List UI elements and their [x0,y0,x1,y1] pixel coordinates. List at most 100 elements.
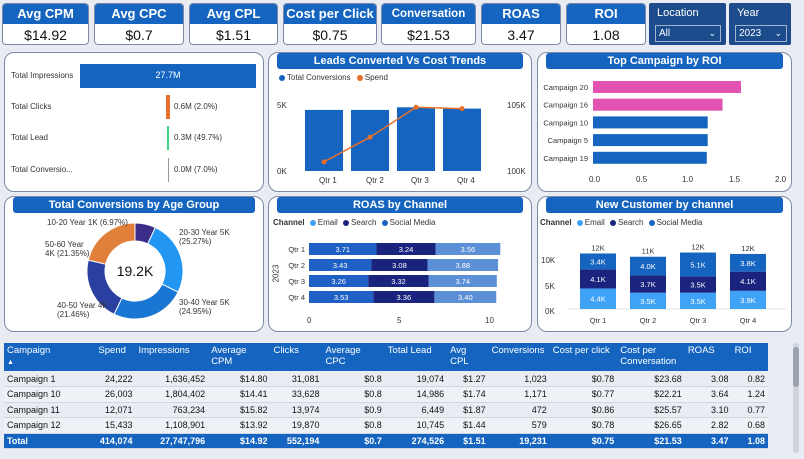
newcust-segment[interactable] [730,253,766,272]
legend-item: Total Conversions [287,73,351,82]
column-header[interactable]: ROI [731,343,768,371]
newcust-segment[interactable] [580,253,616,270]
spend-point[interactable] [367,134,373,140]
table-scrollbar[interactable] [793,343,799,453]
column-header[interactable]: ROAS [684,343,732,371]
roas-segment[interactable] [376,243,436,255]
segment-label: 3.8K [740,259,755,268]
newcust-segment[interactable] [680,292,716,309]
table-row[interactable]: Campaign 11 12,071 763,234 $15.82 13,974 $0.9… [4,402,768,418]
table-cell: 1,804,402 [135,386,209,403]
kpi-title: Conversation cost [382,4,475,40]
column-header[interactable]: Clicks [270,343,323,371]
segment-label: 4.1K [590,275,605,284]
roas-segment[interactable] [371,259,428,271]
table-row[interactable]: Campaign 12 15,433 1,108,901 $13.92 19,870 $0… [4,417,768,434]
column-header[interactable]: Impressions [135,343,209,371]
segment-label: 3.56 [461,245,476,254]
kpi-avg-cpl: Avg CPL $1.51 [189,3,278,45]
spend-point[interactable] [321,159,327,165]
column-header[interactable]: Campaign ▲ [4,343,96,371]
segment-label: 3.74 [455,277,470,286]
column-header[interactable]: Cost per Conversation [617,343,685,371]
location-dropdown[interactable]: All ⌄ [655,25,721,42]
legend-marker [356,74,363,81]
legend-marker [576,219,583,226]
donut-center-value: 19.2K [116,263,154,279]
funnel-bar-impressions[interactable] [80,64,256,88]
legend-item: Email [317,218,338,227]
table-cell: $0.77 [549,386,618,403]
year-dropdown[interactable]: 2023 ⌄ [735,25,787,42]
table-row[interactable]: Campaign 1 24,222 1,636,452 $14.80 31,081 $0.… [4,371,768,387]
roi-bar[interactable] [593,81,741,93]
newcust-segment[interactable] [630,256,666,276]
roas-segment[interactable] [368,275,429,287]
table-cell: 1,023 [488,371,550,387]
spend-point[interactable] [413,104,419,110]
donut-label: 40-50 Year 4K (21.46%) [57,301,108,319]
spend-point[interactable] [459,106,465,112]
segment-label: 3.24 [399,245,414,254]
table-cell: 0.77 [731,402,768,418]
newcust-segment[interactable] [680,276,716,293]
newcust-segment[interactable] [630,292,666,309]
donut-slice[interactable] [147,226,184,293]
donut-slice[interactable] [87,222,136,265]
category-label: Campaign 5 [548,136,588,145]
column-header[interactable]: Avg CPL [447,343,489,371]
bar-total-conversions[interactable] [443,108,481,171]
funnel-value-conversions: 0.0M (7.0%) [174,165,218,174]
bar-total-conversions[interactable] [397,107,435,171]
column-header[interactable]: Conversions [488,343,550,371]
funnel-bar-conversions[interactable] [168,158,169,182]
roas-segment[interactable] [309,243,377,255]
x-tick: 0.0 [589,175,601,184]
bar-total-conversions[interactable] [351,109,389,171]
roas-segment[interactable] [309,259,372,271]
legend-item: Email [584,218,605,227]
roi-bar[interactable] [593,98,723,111]
kpi-value: 1.08 [592,27,620,43]
segment-label: 3.08 [392,261,407,270]
column-header[interactable]: Average CPC [322,343,385,371]
total-label: 12K [741,244,754,253]
funnel-bar-clicks[interactable] [166,95,170,119]
column-header[interactable]: Spend [95,343,136,371]
roas-segment[interactable] [434,291,497,303]
newcust-segment[interactable] [580,269,616,289]
x-tick: Qtr 1 [319,176,337,185]
panel-title: Total Conversions by Age Group [13,197,255,213]
roas-segment[interactable] [427,259,499,271]
donut-slice[interactable] [113,283,179,320]
newcust-segment[interactable] [680,252,716,277]
scrollbar-thumb[interactable] [793,347,799,387]
roas-segment[interactable] [428,275,497,287]
funnel-value-lead: 0.3M (49.7%) [174,133,223,142]
table-cell: 24,222 [95,371,136,387]
table-row[interactable]: Campaign 10 26,003 1,804,402 $14.41 33,628 $0… [4,386,768,403]
roi-bar[interactable] [593,116,708,129]
column-header[interactable]: Total Lead [384,343,448,371]
total-cell: 1.08 [731,433,768,449]
roas-segment[interactable] [373,291,435,303]
newcust-segment[interactable] [730,271,766,291]
column-header[interactable]: Average CPM [208,343,271,371]
table-cell: 579 [488,417,550,434]
roas-segment[interactable] [309,291,374,303]
funnel-bar-lead[interactable] [167,126,169,150]
y-tick: 0K [545,307,555,316]
newcust-segment[interactable] [630,275,666,293]
column-header[interactable]: Cost per click [549,343,618,371]
location-filter: Location All ⌄ [649,3,726,45]
newcust-segment[interactable] [730,290,766,309]
newcust-segment[interactable] [580,288,616,309]
table-cell: 26,003 [95,386,136,403]
roi-bar[interactable] [593,151,707,164]
total-cell: $0.75 [549,433,618,449]
roas-segment[interactable] [309,275,369,287]
roas-segment[interactable] [435,243,501,255]
roi-bar[interactable] [593,134,708,147]
legend-item: Social Media [656,218,703,227]
table-cell: $0.78 [549,417,618,434]
